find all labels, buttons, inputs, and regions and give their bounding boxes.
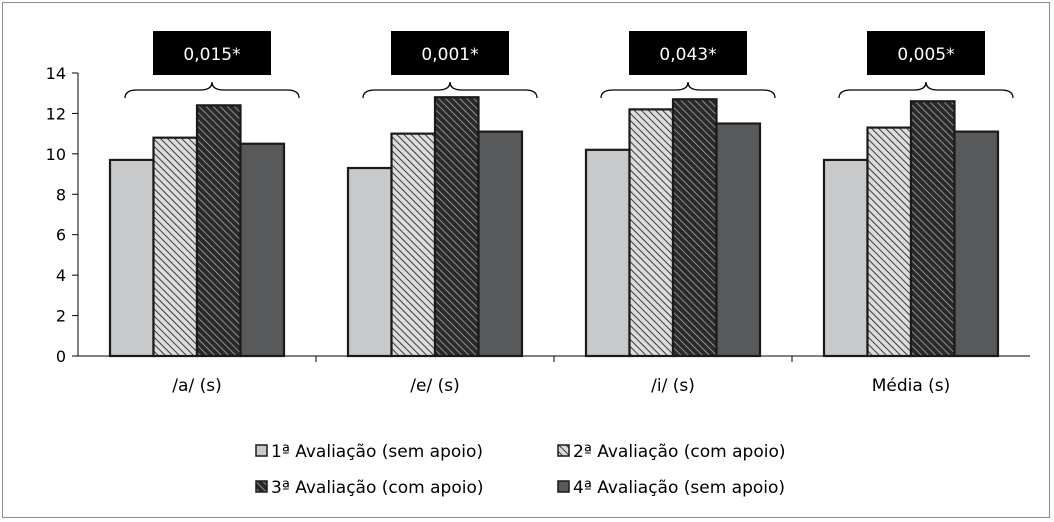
legend: 1ª Avaliação (sem apoio) 2ª Avaliação (co…: [255, 442, 785, 498]
x-tick-label-0: /a/ (s): [172, 376, 221, 396]
significance-brace-2: [600, 81, 776, 99]
legend-label-1: 1ª Avaliação (sem apoio): [271, 442, 483, 462]
x-tick-label-3: Média (s): [872, 376, 951, 396]
bar-2-2: [628, 108, 675, 358]
bar-1-3: [822, 158, 869, 358]
bar-1-0: [108, 158, 155, 358]
significance-box-0: [153, 31, 271, 75]
bar-1-1: [346, 166, 393, 358]
legend-swatch-2: [557, 444, 570, 457]
y-tick-label-1: 2: [56, 307, 66, 326]
legend-label-4: 4ª Avaliação (sem apoio): [573, 478, 785, 498]
bar-3-1: [433, 96, 480, 358]
y-tick-label-6: 12: [46, 104, 66, 123]
y-tick-label-3: 6: [56, 226, 66, 245]
legend-swatch-1: [255, 444, 268, 457]
significance-box-3: [867, 31, 985, 75]
bars: [108, 96, 1000, 358]
significance-label-2: 0,043*: [659, 45, 716, 65]
legend-label-2: 2ª Avaliação (com apoio): [573, 442, 785, 462]
y-tick-label-4: 8: [56, 185, 66, 204]
significance-brace-0: [124, 81, 300, 99]
x-tick-label-1: /e/ (s): [410, 376, 459, 396]
significance-annotations: 0,015* 0,001* 0,043* 0,005*: [124, 31, 1014, 99]
bar-4-3: [953, 130, 1000, 358]
significance-brace-1: [362, 81, 538, 99]
y-tick-label-7: 14: [46, 64, 66, 83]
bar-4-0: [239, 142, 286, 358]
bar-2-1: [390, 132, 437, 358]
y-tick-label-0: 0: [56, 347, 66, 366]
bar-1-2: [584, 148, 631, 358]
bar-2-3: [866, 126, 913, 358]
bar-3-0: [195, 104, 242, 358]
significance-box-2: [629, 31, 747, 75]
bar-4-1: [477, 130, 524, 358]
legend-swatch-4: [557, 480, 570, 493]
bar-4-2: [715, 122, 762, 358]
significance-label-3: 0,005*: [897, 45, 954, 65]
y-tick-label-5: 10: [46, 145, 66, 164]
bar-2-0: [152, 136, 199, 358]
legend-label-3: 3ª Avaliação (com apoio): [271, 478, 483, 498]
significance-brace-3: [838, 81, 1014, 99]
x-tick-label-2: /i/ (s): [651, 376, 695, 396]
significance-box-1: [391, 31, 509, 75]
bar-3-3: [909, 100, 956, 358]
significance-label-0: 0,015*: [183, 45, 240, 65]
legend-swatch-3: [255, 480, 268, 493]
y-tick-label-2: 4: [56, 266, 66, 285]
bar-3-2: [671, 98, 718, 358]
significance-label-1: 0,001*: [421, 45, 478, 65]
